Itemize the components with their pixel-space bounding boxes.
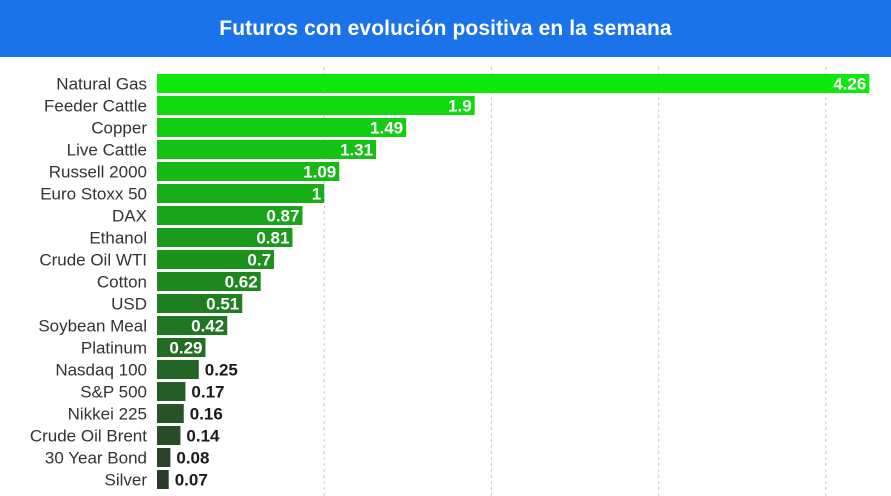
bar [157,140,377,159]
category-label: Live Cattle [67,141,147,160]
bar [157,272,261,291]
category-label: Platinum [81,339,147,358]
bars [157,74,870,489]
category-label: Copper [91,119,147,138]
value-label: 1.49 [370,119,403,138]
bar [157,338,206,357]
bar [157,470,169,489]
bar [157,448,171,467]
category-label: Russell 2000 [49,163,147,182]
value-label: 1 [312,185,321,204]
category-label: USD [111,295,147,314]
value-label: 0.51 [206,295,239,314]
category-label: Feeder Cattle [44,97,147,116]
value-label: 0.42 [191,317,224,336]
value-label: 0.16 [190,405,223,424]
bar [157,228,293,247]
category-label: Nasdaq 100 [55,361,147,380]
category-label: Silver [104,471,147,490]
value-label: 0.7 [247,251,271,270]
category-label: 30 Year Bond [45,449,147,468]
category-label: Crude Oil WTI [39,251,147,270]
bar [157,404,184,423]
value-label: 0.07 [175,471,208,490]
category-label: Cotton [97,273,147,292]
bar [157,118,407,137]
value-labels: 4.26 1.9 1.49 1.311.09 1 0.87 0.81 0.7 0.62 0.51 0… [169,75,866,490]
category-label: S&P 500 [80,383,147,402]
bar [157,360,199,379]
value-label: 1.9 [448,97,472,116]
chart-title: Futuros con evolución positiva en la sem… [219,16,672,40]
bar [157,294,243,313]
value-label: 0.29 [169,339,202,358]
value-label: 0.87 [266,207,299,226]
value-label: 0.25 [205,361,238,380]
bar [157,162,340,181]
value-label: 4.26 [833,75,866,94]
category-labels: Natural Gas Feeder Cattle Copper Live Cattl… [30,75,148,490]
category-label: Ethanol [89,229,147,248]
bar [157,96,475,115]
value-label: 0.14 [186,427,220,446]
category-label: DAX [112,207,147,226]
category-label: Euro Stoxx 50 [40,185,147,204]
category-label: Soybean Meal [38,317,147,336]
bar [157,250,275,269]
bar-chart: Natural Gas Feeder Cattle Copper Live Cattl… [30,67,870,496]
bar [157,74,870,93]
value-label: 0.81 [256,229,289,248]
bar [157,316,228,335]
value-label: 0.08 [176,449,209,468]
bar [157,382,186,401]
value-label: 0.62 [225,273,258,292]
chart-header: Futuros con evolución positiva en la sem… [0,0,891,57]
bar [157,184,325,203]
bar [157,426,181,445]
bar [157,206,303,225]
category-label: Crude Oil Brent [30,427,147,446]
category-label: Natural Gas [56,75,147,94]
value-label: 1.09 [303,163,336,182]
category-label: Nikkei 225 [68,405,147,424]
value-label: 1.31 [340,141,373,160]
value-label: 0.17 [191,383,224,402]
